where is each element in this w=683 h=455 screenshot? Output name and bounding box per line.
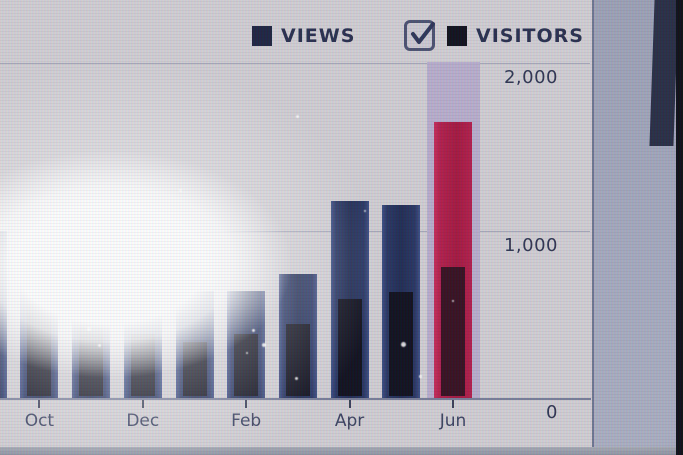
checkmark-icon	[411, 22, 435, 44]
legend-item-views[interactable]: VIEWS	[252, 25, 355, 47]
screen-bottom-edge	[0, 447, 683, 455]
visitors-swatch-icon	[447, 26, 467, 46]
y-axis-label: 1,000	[503, 234, 558, 256]
views-swatch-icon	[252, 26, 272, 46]
panel-dark-rectangle	[649, 0, 679, 146]
visitors-legend-label: VISITORS	[476, 25, 584, 47]
visitors-bar-jun[interactable]	[441, 266, 465, 396]
y-axis-label: 0	[546, 402, 558, 423]
screen-side-panel	[592, 0, 683, 455]
views-legend-label: VIEWS	[281, 25, 356, 47]
x-tick	[452, 400, 454, 408]
screen-bezel-edge	[676, 0, 683, 455]
legend-item-visitors[interactable]: VISITORS	[447, 25, 584, 47]
y-axis-label: 2,000	[503, 67, 558, 88]
x-axis-label: Jun	[439, 411, 467, 431]
visitors-checkbox[interactable]	[404, 20, 435, 51]
